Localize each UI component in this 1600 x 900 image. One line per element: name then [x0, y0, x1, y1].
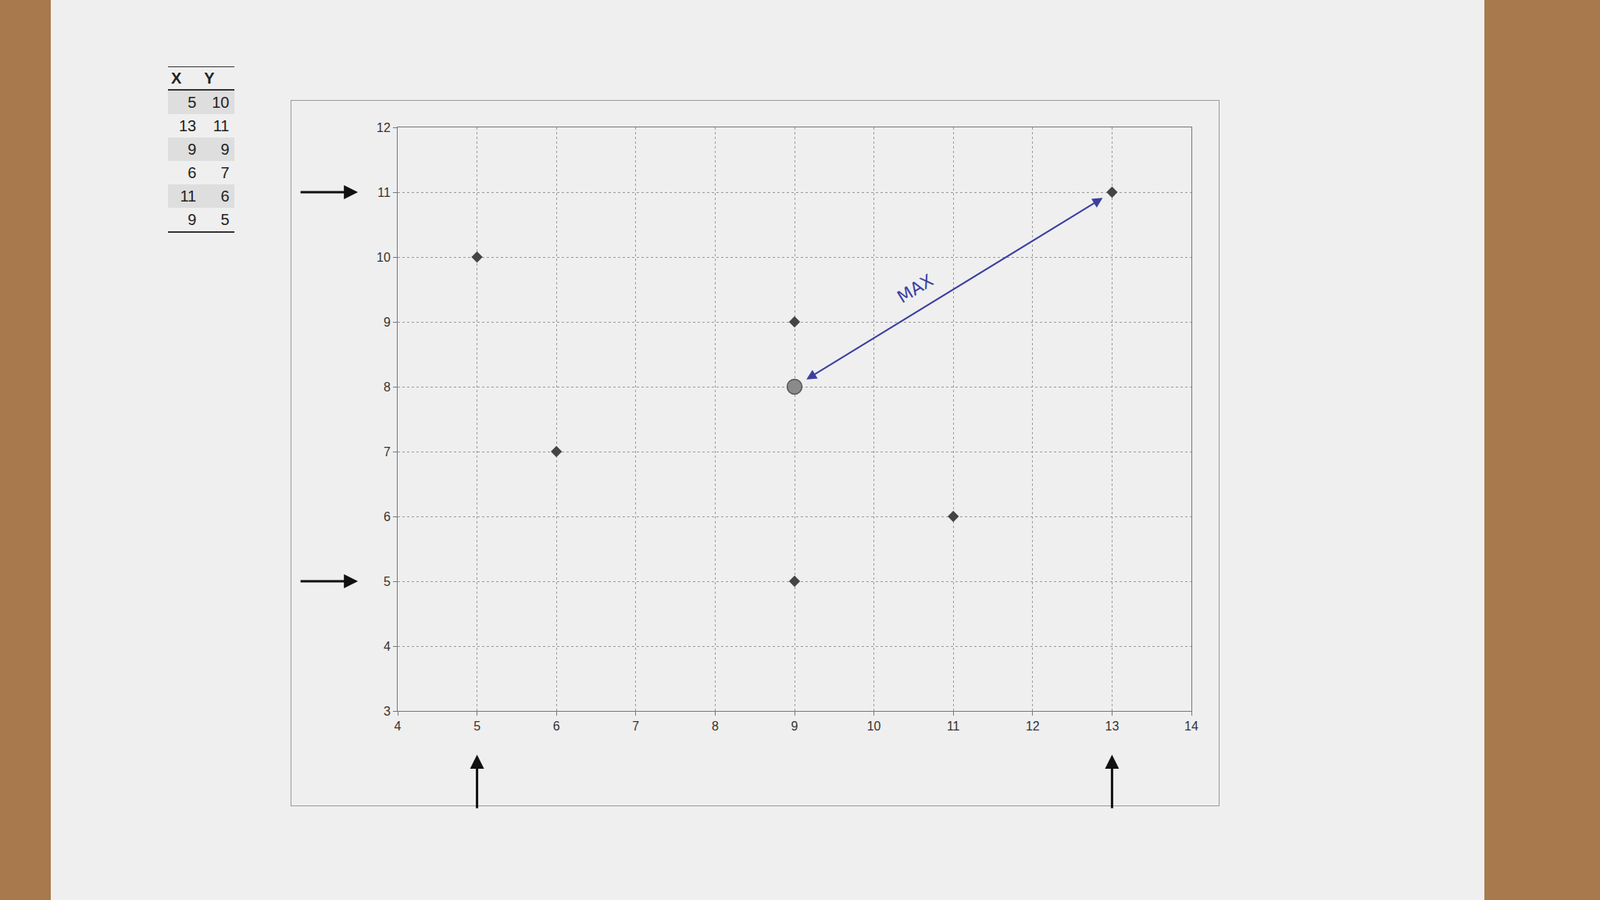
svg-text:10: 10 — [867, 719, 882, 733]
svg-text:9: 9 — [791, 719, 799, 733]
svg-text:7: 7 — [383, 445, 391, 459]
svg-text:10: 10 — [376, 250, 391, 265]
html-text:Y: Y — [204, 69, 215, 87]
svg-text:12: 12 — [1025, 719, 1040, 733]
svg-text:14: 14 — [1184, 719, 1199, 733]
svg-text:5: 5 — [473, 719, 481, 733]
svg-text:13: 13 — [1105, 719, 1120, 733]
svg-text:8: 8 — [711, 719, 719, 733]
svg-text:8: 8 — [383, 380, 391, 394]
html-text:11: 11 — [213, 116, 230, 134]
svg-text:5: 5 — [383, 575, 391, 589]
html-text:6: 6 — [220, 187, 230, 205]
svg-text:7: 7 — [632, 719, 640, 733]
html-text:9: 9 — [220, 140, 230, 158]
html-text:10: 10 — [211, 93, 230, 111]
svg-text:12: 12 — [376, 121, 391, 135]
svg-text:9: 9 — [383, 315, 391, 329]
svg-text:6: 6 — [383, 510, 391, 524]
html-text:X: X — [171, 69, 182, 87]
html-text:9: 9 — [187, 140, 197, 158]
svg-text:11: 11 — [946, 719, 961, 733]
html-text:6: 6 — [187, 163, 197, 181]
html-text:11: 11 — [180, 187, 197, 205]
svg-text:4: 4 — [383, 639, 391, 654]
html-text:9: 9 — [187, 210, 197, 228]
svg-text:4: 4 — [394, 719, 402, 733]
html-text:5: 5 — [187, 93, 197, 111]
html-text:7: 7 — [220, 163, 230, 181]
svg-text:11: 11 — [377, 185, 391, 200]
html-text:13: 13 — [178, 116, 197, 134]
html-text:5: 5 — [220, 210, 230, 228]
svg-text:6: 6 — [553, 719, 561, 733]
svg-text:3: 3 — [383, 704, 391, 718]
svg-text:MAX: MAX — [893, 270, 937, 308]
